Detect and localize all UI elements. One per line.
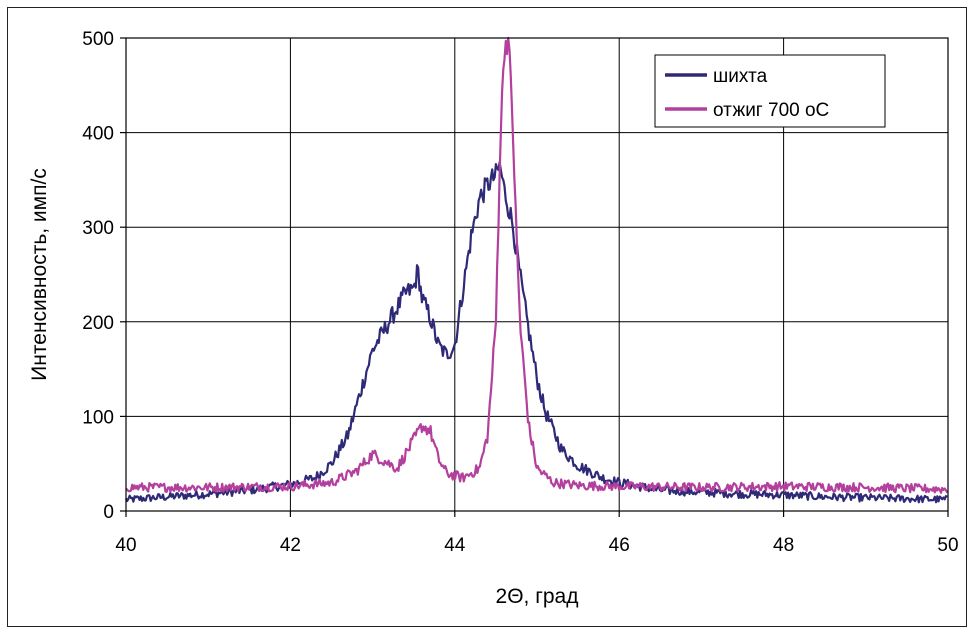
- x-tick-label: 48: [773, 535, 794, 556]
- x-tick-label: 42: [280, 535, 301, 556]
- x-tick-label: 46: [609, 535, 630, 556]
- chart-frame: [7, 7, 967, 627]
- series-layer: [125, 36, 949, 504]
- x-axis-label: 2Θ, град: [496, 585, 579, 608]
- y-tick-label: 400: [82, 124, 114, 145]
- legend-label-series-1: шихта: [713, 66, 768, 87]
- x-tick-label: 44: [444, 535, 466, 556]
- y-tick-label: 0: [103, 502, 114, 523]
- series-line-1: [125, 161, 948, 504]
- x-tick-label: 40: [115, 535, 136, 556]
- legend-box: [654, 54, 886, 128]
- y-tick-label: 100: [82, 407, 114, 428]
- legend: шихта отжиг 700 оС: [654, 54, 886, 128]
- y-tick-label: 300: [82, 218, 114, 239]
- legend-label-series-2: отжиг 700 оС: [713, 100, 829, 121]
- series-line-2: [125, 36, 949, 494]
- y-tick-label: 500: [82, 29, 114, 50]
- x-tick-label: 50: [937, 535, 958, 556]
- plot-area-border: [125, 37, 949, 512]
- y-tick-label: 200: [82, 313, 114, 334]
- y-axis-label: Интенсивность, имп/с: [28, 168, 51, 381]
